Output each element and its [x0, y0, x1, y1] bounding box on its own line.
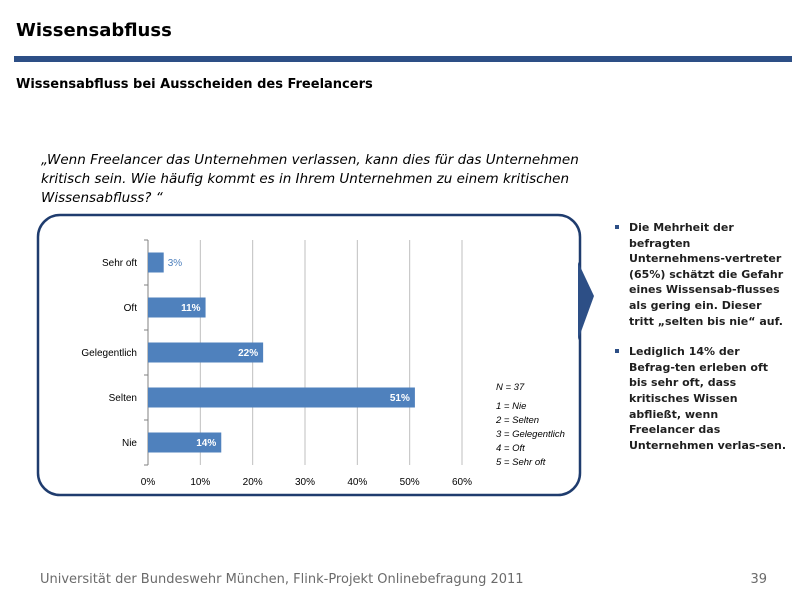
bar — [148, 342, 264, 363]
survey-question: „Wenn Freelancer das Unternehmen verlass… — [41, 152, 579, 206]
category-label: Oft — [124, 303, 138, 314]
x-tick-label: 50% — [400, 477, 420, 488]
legend-n: N = 37 — [496, 382, 525, 393]
bullet-text: Lediglich 14% der Befrag-ten erleben oft… — [629, 345, 786, 452]
bullet-text: Die Mehrheit der befragten Unternehmens-… — [629, 221, 784, 328]
x-tick-label: 40% — [347, 477, 367, 488]
category-label: Sehr oft — [102, 258, 137, 269]
x-tick-label: 10% — [190, 477, 210, 488]
data-label: 51% — [390, 393, 410, 404]
data-label: 11% — [181, 303, 201, 314]
bullet-item: Lediglich 14% der Befrag-ten erleben oft… — [614, 344, 786, 453]
category-label: Selten — [109, 393, 137, 404]
bar — [148, 297, 206, 318]
bullet-marker — [615, 349, 619, 354]
bar — [148, 387, 415, 408]
slide-title: Wissensabfluss — [16, 20, 172, 41]
legend-item: 3 = Gelegentlich — [496, 429, 565, 440]
footer-text: Universität der Bundeswehr München, Flin… — [40, 572, 524, 587]
legend-item: 1 = Nie — [496, 401, 526, 412]
category-label: Gelegentlich — [81, 348, 137, 359]
arrow-connector — [578, 262, 594, 340]
bullet-marker — [615, 225, 619, 229]
bar — [148, 432, 222, 453]
legend-item: 2 = Selten — [495, 415, 539, 426]
legend-item: 5 = Sehr oft — [496, 457, 546, 468]
bullet-item: Die Mehrheit der befragten Unternehmens-… — [614, 220, 786, 329]
legend-item: 4 = Oft — [496, 443, 525, 454]
bar-plot: 0% 10% 20% 30% 40% 50% 60% Sehr oft 3% Oft 11% Gele… — [81, 239, 472, 488]
data-label: 3% — [168, 258, 183, 269]
page-number: 39 — [750, 572, 767, 587]
category-label: Nie — [122, 438, 137, 449]
summary-bullets: Die Mehrheit der befragten Unternehmens-… — [614, 220, 786, 468]
chart-legend: N = 37 1 = Nie 2 = Selten 3 = Gelegentli… — [495, 382, 565, 468]
x-tick-label: 60% — [452, 477, 472, 488]
slide-subtitle: Wissensabfluss bei Ausscheiden des Freel… — [16, 77, 373, 92]
x-tick-label: 20% — [243, 477, 263, 488]
bar — [148, 252, 164, 273]
x-tick-label: 30% — [295, 477, 315, 488]
title-rule — [14, 56, 792, 62]
chart-frame — [36, 213, 582, 497]
data-label: 22% — [238, 348, 258, 359]
data-label: 14% — [196, 438, 216, 449]
x-tick-label: 0% — [141, 477, 156, 488]
